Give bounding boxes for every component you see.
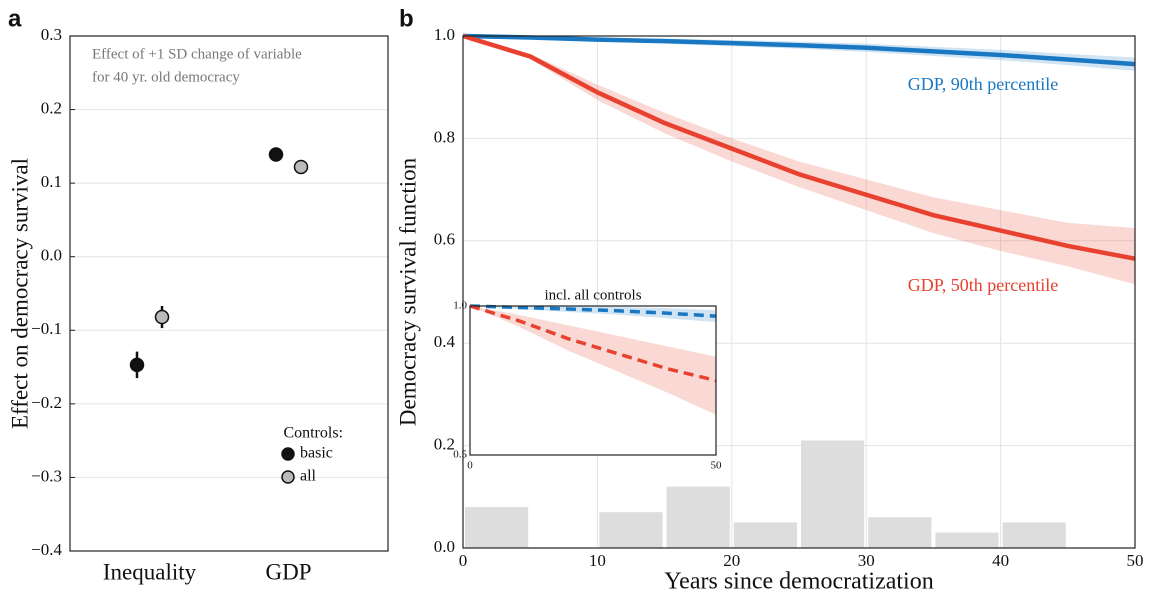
y-tick-label: 0.3 bbox=[41, 25, 62, 44]
plot-frame bbox=[462, 35, 1136, 549]
y-tick-label: 1.0 bbox=[453, 300, 467, 312]
x-tick-label: 0 bbox=[467, 460, 473, 472]
y-tick-label: 0.5 bbox=[453, 449, 467, 461]
y-tick-label: 0.0 bbox=[434, 537, 455, 556]
x-tick-label: 30 bbox=[858, 551, 875, 570]
histogram-bar bbox=[666, 486, 730, 548]
y-tick-label: 0.1 bbox=[41, 172, 62, 191]
y-tick-label: 1.0 bbox=[434, 25, 455, 44]
point bbox=[154, 309, 170, 325]
histogram-bar bbox=[935, 532, 999, 548]
y-tick-label: 0.6 bbox=[434, 230, 455, 249]
line bbox=[462, 33, 1136, 67]
line-label: GDP, 50th percentile bbox=[908, 275, 1058, 295]
x-tick-label: 20 bbox=[723, 551, 740, 570]
annotation: Effect of +1 SD change of variable bbox=[92, 46, 302, 62]
confidence-band bbox=[463, 36, 1135, 71]
y-tick-label: −0.2 bbox=[31, 393, 62, 412]
point bbox=[268, 147, 284, 162]
histogram-bar bbox=[733, 522, 797, 548]
y-tick-label: 0.2 bbox=[434, 435, 455, 454]
plot-frame bbox=[469, 305, 717, 456]
x-tick-label: Inequality bbox=[103, 559, 197, 584]
y-tick-label: 0.8 bbox=[434, 127, 455, 146]
legend-label: all bbox=[300, 468, 317, 485]
x-tick-label: 40 bbox=[992, 551, 1009, 570]
line bbox=[469, 304, 717, 383]
histogram-bar bbox=[868, 517, 932, 548]
y-tick-label: 0.0 bbox=[41, 246, 62, 265]
y-tick-label: 0.4 bbox=[434, 332, 456, 351]
y-tick-label: −0.1 bbox=[31, 319, 62, 338]
x-tick-label: 0 bbox=[459, 551, 468, 570]
panel-label: a bbox=[8, 5, 22, 32]
histogram-bar bbox=[1002, 522, 1066, 548]
legend-marker bbox=[281, 447, 295, 461]
point bbox=[129, 357, 145, 373]
x-tick-label: GDP bbox=[265, 559, 311, 584]
confidence-band bbox=[470, 306, 716, 323]
histogram-bar bbox=[465, 507, 529, 548]
x-tick-label: 50 bbox=[1127, 551, 1144, 570]
legend-marker bbox=[281, 470, 295, 484]
y-tick-label: −0.3 bbox=[31, 466, 62, 485]
confidence-band bbox=[470, 306, 716, 415]
x-tick-label: 10 bbox=[589, 551, 606, 570]
panel-label: b bbox=[399, 5, 414, 32]
legend-label: basic bbox=[300, 445, 333, 462]
legend-title: Controls: bbox=[283, 425, 343, 442]
point bbox=[293, 159, 309, 175]
y-axis-title: Effect on democracy survival bbox=[7, 158, 32, 429]
x-axis-title: Years since democratization bbox=[664, 569, 933, 595]
histogram-bar bbox=[599, 512, 663, 548]
annotation: for 40 yr. old democracy bbox=[92, 69, 240, 85]
y-axis-title: Democracy survival function bbox=[395, 157, 420, 426]
histogram-bar bbox=[801, 440, 865, 548]
line bbox=[469, 304, 717, 318]
line bbox=[462, 33, 1136, 261]
plot-frame bbox=[69, 35, 389, 552]
inset-title: incl. all controls bbox=[544, 287, 641, 303]
x-tick-label: 50 bbox=[711, 460, 723, 472]
line-label: GDP, 90th percentile bbox=[908, 74, 1058, 94]
inset-background bbox=[470, 306, 716, 455]
y-tick-label: −0.4 bbox=[31, 540, 62, 559]
y-tick-label: 0.2 bbox=[41, 98, 62, 117]
